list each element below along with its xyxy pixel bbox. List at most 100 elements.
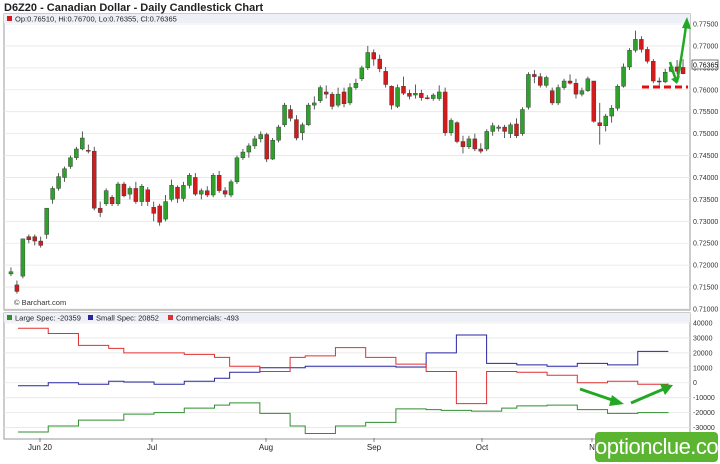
candle-body (323, 91, 329, 95)
price-tick-label: 0.71000 (693, 307, 718, 314)
last-price-box (691, 59, 719, 70)
candle-body (300, 124, 305, 133)
ohlc-marker (7, 16, 12, 21)
price-tick-label: 0.75000 (693, 131, 718, 138)
cot-tick-label: 0 (693, 380, 697, 387)
price-tick-label: 0.77000 (693, 43, 718, 50)
cot-series-line-0 (18, 402, 669, 435)
price-tick-label: 0.75500 (693, 109, 718, 116)
candle-body (567, 80, 573, 84)
candle-body (121, 183, 127, 197)
candle-body (544, 77, 549, 86)
candle-body (38, 240, 43, 246)
candle-body (436, 91, 442, 99)
x-tick-label: Jul (147, 443, 157, 452)
candle-body (633, 39, 638, 51)
candle-body (639, 39, 644, 50)
candle-body (454, 122, 460, 142)
x-axis: Jun 20 Jul Aug Sep Oct N (28, 438, 595, 452)
candle-body (680, 67, 686, 74)
cot-panel-frame (3, 312, 691, 440)
candle-body (133, 188, 139, 202)
legend-commercials: Commercials: -493 (176, 314, 239, 323)
candle-body (532, 74, 537, 77)
legend-swatch-small-spec (88, 315, 93, 320)
candle-body (484, 131, 489, 150)
candle-body (645, 49, 650, 62)
candle-body (395, 87, 400, 107)
candle-body (466, 138, 472, 147)
cot-tick-label: 40000 (693, 321, 713, 328)
legend-large-spec: Large Spec: -20359 (15, 314, 81, 323)
candle-body (603, 115, 608, 126)
source-credit: © Barchart.com (14, 298, 66, 307)
ohlc-readout: Op:0.76510, Hi:0.76700, Lo:0.76355, Cl:0… (15, 15, 177, 24)
candle-body (276, 126, 281, 141)
candle-body (270, 139, 275, 160)
candle-body (329, 93, 335, 107)
candle-body (222, 190, 228, 195)
price-tick-label: 0.74500 (693, 153, 718, 160)
cot-gridlines (4, 322, 690, 428)
candle-body (294, 119, 299, 139)
price-tick-label: 0.71500 (693, 285, 718, 292)
candle-body (32, 236, 37, 242)
candle-body (68, 157, 73, 167)
x-tick-label: Sep (367, 443, 382, 452)
candle-body (127, 188, 133, 195)
candle-body (377, 58, 382, 69)
cot-tick-label: -10000 (693, 395, 715, 402)
candle-body (145, 189, 150, 202)
candle-body (205, 190, 210, 196)
candle-body (103, 190, 109, 204)
cot-legend-bar (4, 313, 690, 322)
candle-body (365, 52, 371, 69)
cot-arrow-1-head (609, 395, 624, 406)
candle-body (92, 150, 97, 209)
candle-body (187, 175, 192, 186)
candle-body (609, 107, 614, 117)
up-arrow-head (682, 17, 691, 29)
candle-body (246, 145, 252, 153)
candle-body (86, 150, 91, 152)
candle-body (216, 175, 222, 191)
candle-body (193, 177, 198, 195)
candle-body (490, 125, 495, 132)
candle-body (627, 50, 632, 68)
price-tick-label: 0.73000 (693, 219, 718, 226)
candle-body (472, 138, 478, 150)
cot-tick-label: 30000 (693, 335, 713, 342)
price-tick-label: 0.74000 (693, 175, 718, 182)
candle-body (151, 207, 156, 214)
candle-body (496, 126, 501, 129)
candle-body (585, 78, 591, 91)
candle-body (312, 102, 317, 106)
cot-series (18, 327, 669, 435)
candle-body (371, 52, 376, 60)
candle-body (258, 134, 263, 140)
x-tick-label: Jun 20 (28, 443, 53, 452)
candle-body (359, 67, 365, 80)
cot-series-line-1 (18, 334, 669, 387)
candle-body (413, 93, 418, 96)
candle-body (555, 87, 561, 104)
candle-body (97, 207, 103, 213)
x-tick-label: Aug (259, 443, 273, 452)
candle-body (62, 168, 67, 178)
candle-body (419, 93, 424, 98)
candle-body (234, 157, 240, 183)
legend-small-spec: Small Spec: 20852 (96, 314, 159, 323)
candle-body (425, 97, 430, 99)
candle-body (181, 185, 186, 199)
candle-body (199, 190, 204, 195)
candle-body (597, 122, 602, 126)
legend-swatch-large-spec (7, 315, 12, 320)
candle-body (520, 109, 525, 134)
cot-axis: 40000 30000 20000 10000 0 -10000 -20000 -30000 (693, 321, 715, 433)
candle-body (401, 86, 406, 94)
candle-body (383, 71, 388, 85)
candle-body (442, 91, 448, 133)
candle-body (508, 124, 513, 134)
